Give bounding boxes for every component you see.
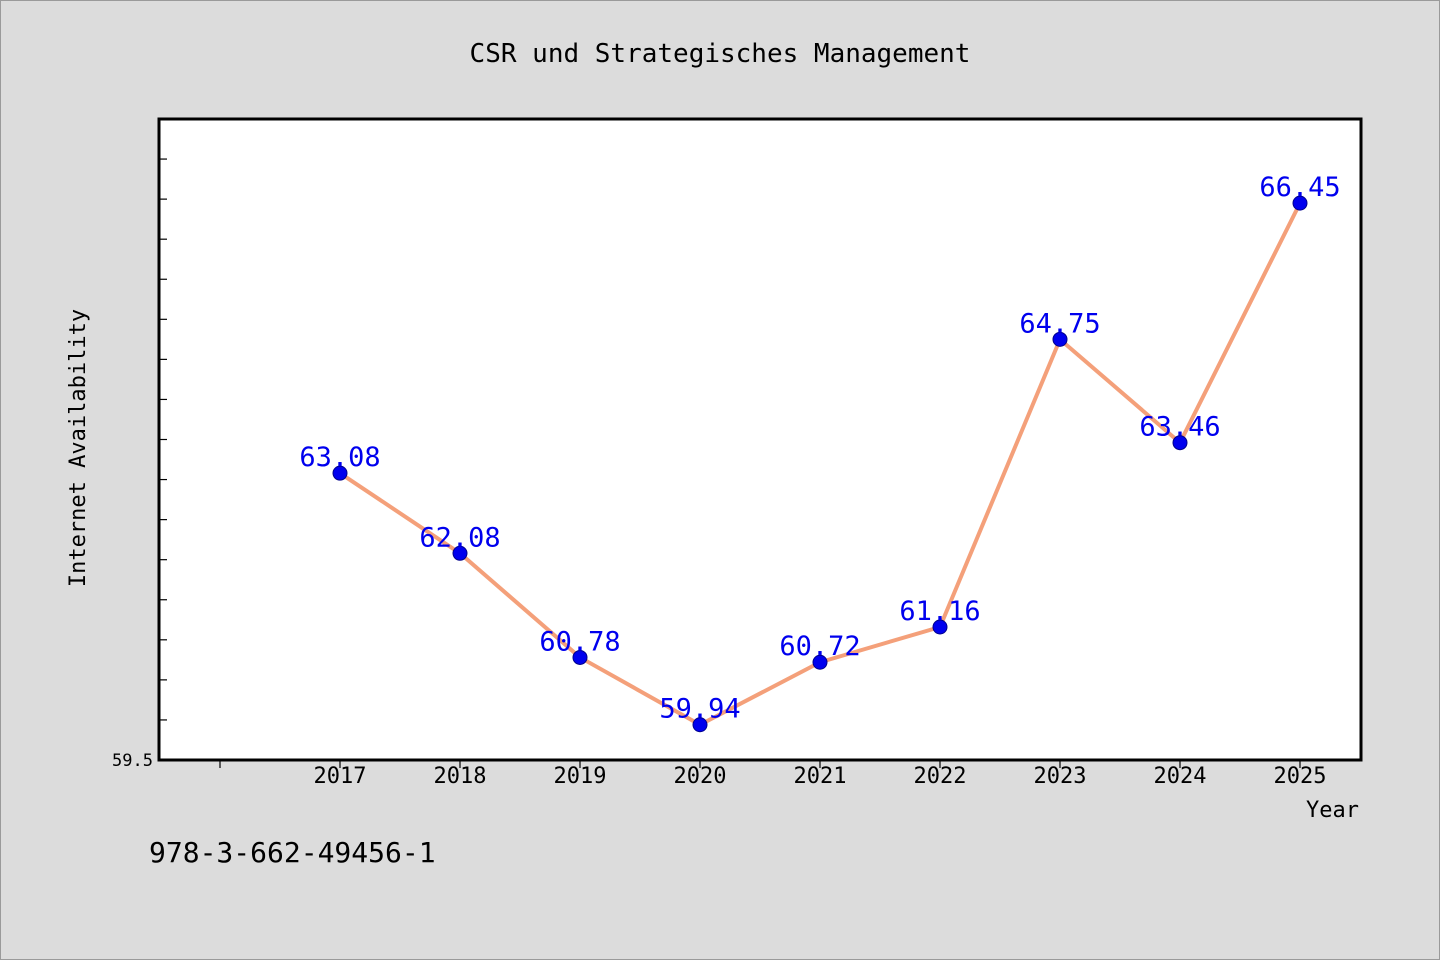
series-points-group <box>332 195 1308 733</box>
x-tick-label: 2019 <box>554 764 607 789</box>
data-label: 62.08 <box>419 522 500 553</box>
x-tick-label: 2024 <box>1154 764 1207 789</box>
x-tick-label: 2025 <box>1274 764 1327 789</box>
data-point <box>1172 435 1188 451</box>
data-point <box>932 619 948 635</box>
data-label: 59.94 <box>659 694 740 725</box>
plot-area <box>157 117 1363 762</box>
data-point <box>452 545 468 561</box>
data-point <box>1292 195 1308 211</box>
data-point <box>332 465 348 481</box>
y-tick-label: 59.5 <box>112 751 153 771</box>
chart-title: CSR und Strategisches Management <box>470 39 971 69</box>
data-point <box>572 649 588 665</box>
x-axis-ticks <box>219 760 1301 768</box>
data-label: 63.08 <box>299 442 380 473</box>
x-tick-label: 2023 <box>1034 764 1087 789</box>
data-point <box>1052 331 1068 347</box>
isbn-footer: 978-3-662-49456-1 <box>149 836 436 869</box>
x-tick-label: 2020 <box>674 764 727 789</box>
x-tick-label: 2018 <box>434 764 487 789</box>
data-label: 63.46 <box>1139 412 1220 443</box>
x-axis-label: Year <box>1306 798 1359 823</box>
data-labels-group: 63.08 62.08 60.78 59.94 60.72 61.16 64.75 63.46… <box>299 172 1340 725</box>
y-axis-ticks <box>159 118 167 761</box>
data-point <box>812 654 828 670</box>
data-label: 66.45 <box>1259 172 1340 203</box>
data-label: 60.72 <box>779 631 860 662</box>
data-label: 64.75 <box>1019 308 1100 339</box>
data-point <box>692 717 708 733</box>
data-label: 60.78 <box>539 626 620 657</box>
x-tick-label: 2021 <box>794 764 847 789</box>
y-axis-label: Internet Availability <box>66 309 91 587</box>
x-tick-labels-group: 2017 2018 2019 2020 2021 2022 2023 2024 2025 <box>314 764 1327 789</box>
x-tick-label: 2017 <box>314 764 367 789</box>
x-tick-label: 2022 <box>914 764 967 789</box>
data-label: 61.16 <box>899 596 980 627</box>
